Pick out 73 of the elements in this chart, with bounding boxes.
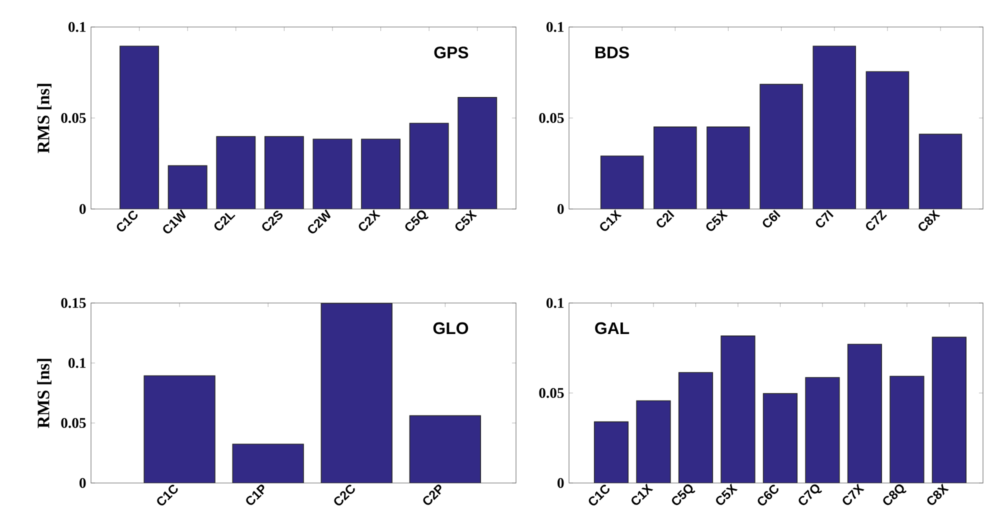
bar — [932, 336, 967, 484]
x-tick-label: C5Q — [405, 210, 429, 232]
x-tick-label: C2S — [262, 210, 283, 231]
x-tick-label: C8X — [918, 209, 940, 231]
text: GPS — [434, 46, 468, 58]
bar — [600, 156, 644, 209]
bar — [264, 136, 304, 209]
bar — [866, 71, 910, 209]
y-tick-label: 0.1 — [68, 358, 86, 368]
bar — [706, 126, 750, 209]
bar — [232, 444, 304, 483]
bar — [168, 165, 208, 209]
y-tick-label: 0.1 — [546, 298, 564, 308]
x-tick-label: C1C — [116, 210, 138, 232]
x-tick-label: C5X — [455, 209, 478, 231]
bar — [654, 126, 697, 209]
bar — [120, 46, 160, 209]
y-tick-label: 0.05 — [61, 418, 86, 428]
x-tick-label: C7I — [816, 210, 834, 228]
text: BDS — [596, 46, 629, 58]
x-tick-label: C5X — [716, 483, 738, 505]
y-tick-label: 0.1 — [68, 22, 86, 32]
y-tick-label: 0.1 — [546, 22, 564, 32]
bar — [678, 372, 713, 484]
x-tick-label: C2P — [423, 484, 442, 505]
x-tick-label: C2C — [334, 484, 355, 506]
x-tick-label: C7Z — [866, 210, 887, 230]
bar — [320, 303, 392, 483]
bar — [636, 400, 670, 484]
y-tick-label: 0.05 — [539, 113, 564, 123]
x-tick-label: C5X — [706, 209, 728, 231]
text: GLO — [433, 322, 468, 334]
y-tick-label: 0.05 — [61, 113, 86, 123]
bar — [216, 136, 256, 209]
x-tick-label: C1X — [600, 209, 622, 231]
bar — [409, 122, 449, 209]
y-tick-label: 0 — [80, 204, 86, 214]
bar — [409, 415, 481, 483]
x-tick-label: C8X — [927, 483, 949, 505]
bar — [918, 134, 962, 209]
bar — [144, 375, 216, 483]
y-tick-label: 0 — [80, 478, 86, 488]
bar — [763, 394, 798, 484]
x-tick-label: C1X — [632, 483, 654, 505]
x-tick-label: C2I — [656, 210, 674, 228]
x-tick-label: C2X — [358, 209, 380, 231]
y-tick-label: 0 — [558, 204, 564, 214]
bar — [458, 97, 498, 209]
bar — [848, 344, 882, 484]
x-tick-label: C6C — [758, 484, 778, 506]
x-tick-label: C1P — [246, 484, 264, 505]
x-tick-label: C8Q — [883, 484, 907, 506]
text: GAL — [595, 322, 630, 334]
bar — [594, 422, 628, 484]
x-tick-label: C1C — [157, 484, 178, 506]
bar — [361, 138, 400, 209]
bar — [312, 138, 352, 209]
x-tick-label: C1C — [588, 484, 610, 506]
bar — [760, 84, 803, 209]
y-tick-label: 0.15 — [61, 298, 86, 308]
y-axis-title: RMS [ns] — [37, 84, 52, 154]
bar — [721, 336, 755, 484]
x-tick-label: C7Q — [798, 484, 822, 506]
bar — [812, 46, 856, 209]
x-tick-label: C2L — [214, 212, 236, 230]
bar — [890, 376, 924, 484]
x-tick-label: C5Q — [672, 484, 696, 506]
x-tick-label: C7X — [842, 483, 864, 505]
y-tick-label: 0 — [558, 478, 564, 488]
y-tick-label: 0.05 — [539, 388, 564, 398]
x-tick-label: C6I — [762, 210, 780, 228]
y-axis-title: RMS [ns] — [37, 358, 52, 428]
bar — [806, 378, 840, 484]
